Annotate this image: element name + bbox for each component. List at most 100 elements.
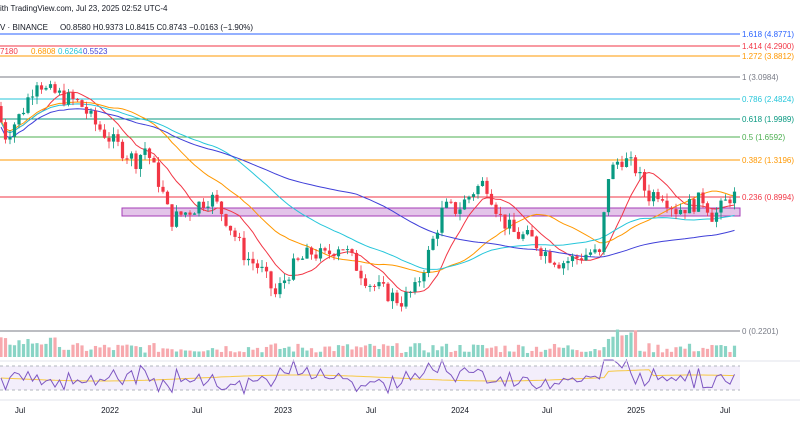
candle [674,203,678,220]
header-title: ith TradingView.com, Jul 23, 2025 02:52 … [0,4,168,13]
volume-bar [476,344,480,357]
candle [197,201,201,217]
volume-bar [201,351,206,357]
candle [210,192,215,215]
volume-bar [17,340,21,357]
volume-bar [291,351,296,357]
volume-bars [0,329,737,357]
candle [615,158,620,169]
volume-bar [138,347,143,357]
volume-bar [606,338,611,357]
candle [705,201,710,217]
candle [620,155,624,171]
fib-label-4: 0.786 (2.4824) [742,95,794,104]
volume-bar [683,348,687,357]
rsi-line [0,358,735,396]
candle [300,256,305,260]
candle [539,246,543,260]
candle [62,83,66,107]
volume-bar [183,350,188,357]
candle [687,194,692,214]
volume-bar [273,343,278,357]
candle [363,274,368,289]
volume-bar [669,351,674,357]
ma-legend-1: 7180 [0,47,18,56]
candle [255,259,260,274]
volume-bar [363,345,368,357]
volume-bar [431,345,435,357]
candle [107,132,111,149]
candle [404,286,408,309]
candle [341,249,345,251]
volume-bar [561,347,566,357]
volume-bar [444,343,449,357]
volume-bar [93,345,98,357]
volume-bar [705,348,710,357]
volume-bar [714,345,719,357]
candle [8,130,12,145]
candle [377,275,381,290]
volume-bar [440,346,444,357]
candle [0,101,3,124]
candle [570,253,575,267]
volume-bar [534,346,539,357]
candle [561,260,566,275]
candle [476,184,480,199]
volume-bar [453,350,458,357]
volume-bar [674,347,678,357]
candle [206,200,210,212]
candle [602,211,606,256]
candle [201,198,206,212]
volume-bar [197,351,201,357]
candle [224,213,228,228]
volume-bar [575,350,579,357]
support-zone[interactable] [121,207,741,217]
candle [381,276,386,287]
candle [179,211,183,217]
volume-bar [8,344,12,357]
volume-bar [53,337,57,357]
candle [138,154,143,177]
candle [566,257,570,271]
volume-bar [665,348,669,357]
candle [629,151,633,166]
candle [552,261,557,268]
ma-line-2 [0,101,735,274]
volume-bar [0,337,3,357]
candle [665,193,669,213]
volume-bar [422,350,426,357]
rsi-band [0,366,740,390]
volume-bar [435,350,440,357]
volume-bar [75,343,80,357]
volume-bar [242,352,246,357]
volume-bar [228,351,233,357]
candle [269,270,273,297]
volume-bar [386,345,390,357]
candle [323,246,327,254]
volume-bar [377,349,381,357]
ma-legend-3: 0.6264 [58,47,83,56]
x-tick-label: 2022 [101,406,119,415]
volume-bar [512,351,516,357]
candle [368,284,372,292]
candle [593,244,597,254]
candle [390,288,395,309]
candle [260,260,264,273]
candle [462,195,467,210]
candle [278,277,282,299]
volume-bar [597,350,602,357]
volume-bar [471,344,476,357]
candle [332,252,336,261]
volume-bar [489,347,494,357]
volume-bar [116,344,120,357]
candle [458,202,462,221]
volume-bar [287,346,291,357]
volume-bar [638,350,642,357]
candle [516,227,521,240]
x-tick-label: 2023 [274,406,292,415]
candle [485,177,489,198]
candle [588,249,593,257]
candle [242,231,246,266]
candle [192,212,197,215]
fib-label-0: 1.618 (4.8771) [742,30,794,39]
